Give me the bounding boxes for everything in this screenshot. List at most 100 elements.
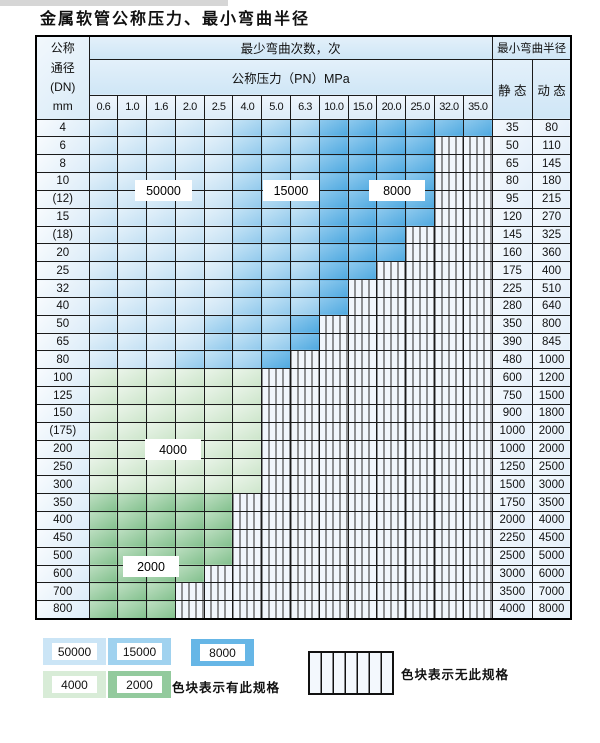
nospec-cell: [261, 564, 292, 584]
zone-label-chip: 50000: [135, 180, 192, 201]
nospec-cell: [405, 279, 436, 298]
nospec-cell: [376, 528, 407, 548]
spec-cell: [203, 118, 234, 138]
spec-cell: [261, 207, 292, 227]
nospec-cell: [462, 207, 493, 227]
nospec-cell: [462, 528, 493, 548]
spec-cell: [174, 279, 205, 298]
spec-cell: [232, 118, 263, 138]
dynamic-cell: 8000: [531, 600, 572, 620]
nospec-cell: [462, 404, 493, 423]
nospec-cell: [290, 582, 320, 602]
nospec-cell: [405, 296, 436, 316]
dynamic-cell: 2500: [531, 457, 572, 477]
spec-cell: [290, 279, 320, 298]
nospec-cell: [405, 332, 436, 352]
nospec-cell: [318, 439, 349, 459]
pressure-unit-header: 公称压力（PN）MPa: [88, 58, 493, 96]
nospec-cell: [290, 350, 320, 370]
nospec-cell: [347, 296, 378, 316]
nospec-cell: [376, 457, 407, 477]
spec-cell: [117, 386, 148, 405]
dn-cell: (18): [35, 225, 90, 245]
spec-cell: [88, 136, 119, 156]
spec-cell: [232, 475, 263, 495]
spec-cell: [203, 332, 234, 352]
dynamic-header: 动 态: [531, 58, 572, 120]
spec-cell: [232, 296, 263, 316]
nospec-cell: [434, 261, 464, 281]
zone-label-chip: 15000: [263, 180, 319, 201]
spec-cell: [232, 207, 263, 227]
spec-cell: [88, 172, 119, 191]
dn-cell: 350: [35, 493, 90, 513]
spec-cell: [318, 136, 349, 156]
spec-cell: [203, 404, 234, 423]
spec-cell: [88, 243, 119, 263]
nospec-cell: [405, 421, 436, 441]
dynamic-cell: 110: [531, 136, 572, 156]
spec-cell: [88, 207, 119, 227]
nospec-cell: [376, 368, 407, 388]
static-cell: 2250: [491, 528, 533, 548]
spec-cell: [376, 136, 407, 156]
nospec-cell: [203, 564, 234, 584]
nospec-cell: [261, 386, 292, 405]
spec-cell: [203, 189, 234, 209]
nospec-cell: [434, 172, 464, 191]
nospec-cell: [261, 404, 292, 423]
static-cell: 4000: [491, 600, 533, 620]
dn-cell: 6: [35, 136, 90, 156]
top-grey-strip: [0, 0, 228, 6]
spec-cell: [203, 439, 234, 459]
nospec-cell: [405, 582, 436, 602]
spec-cell: [88, 261, 119, 281]
dynamic-cell: 325: [531, 225, 572, 245]
spec-cell: [232, 404, 263, 423]
nospec-cell: [376, 493, 407, 513]
nospec-cell: [434, 225, 464, 245]
nospec-cell: [347, 564, 378, 584]
spec-cell: [261, 350, 292, 370]
spec-cell: [347, 243, 378, 263]
spec-cell: [146, 279, 176, 298]
spec-cell: [146, 600, 176, 620]
spec-cell: [117, 368, 148, 388]
nospec-cell: [232, 564, 263, 584]
table-row: 80 480 1000: [35, 350, 572, 370]
spec-cell: [146, 368, 176, 388]
dn-cell: (12): [35, 189, 90, 209]
nospec-cell: [290, 511, 320, 530]
nospec-cell: [232, 493, 263, 513]
table-row: 500 2500 5000: [35, 546, 572, 566]
nospec-cell: [405, 368, 436, 388]
spec-cell: [117, 600, 148, 620]
spec-cell: [117, 296, 148, 316]
spec-cell: [88, 582, 119, 602]
nospec-cell: [462, 511, 493, 530]
spec-cell: [318, 296, 349, 316]
spec-cell: [232, 386, 263, 405]
dynamic-cell: 6000: [531, 564, 572, 584]
nospec-cell: [376, 511, 407, 530]
spec-cell: [318, 207, 349, 227]
dynamic-cell: 80: [531, 118, 572, 138]
spec-cell: [203, 457, 234, 477]
nospec-cell: [261, 493, 292, 513]
dn-cell: 50: [35, 314, 90, 334]
nospec-cell: [261, 457, 292, 477]
nospec-cell: [318, 404, 349, 423]
spec-cell: [88, 511, 119, 530]
spec-cell: [203, 136, 234, 156]
spec-cell: [203, 207, 234, 227]
static-cell: 1500: [491, 475, 533, 495]
spec-cell: [318, 261, 349, 281]
nospec-cell: [434, 511, 464, 530]
no-spec-label: 色块表示无此规格: [401, 668, 510, 682]
spec-cell: [117, 279, 148, 298]
dynamic-cell: 145: [531, 154, 572, 174]
nospec-cell: [405, 511, 436, 530]
nospec-cell: [290, 600, 320, 620]
static-cell: 1000: [491, 421, 533, 441]
nospec-cell: [462, 332, 493, 352]
